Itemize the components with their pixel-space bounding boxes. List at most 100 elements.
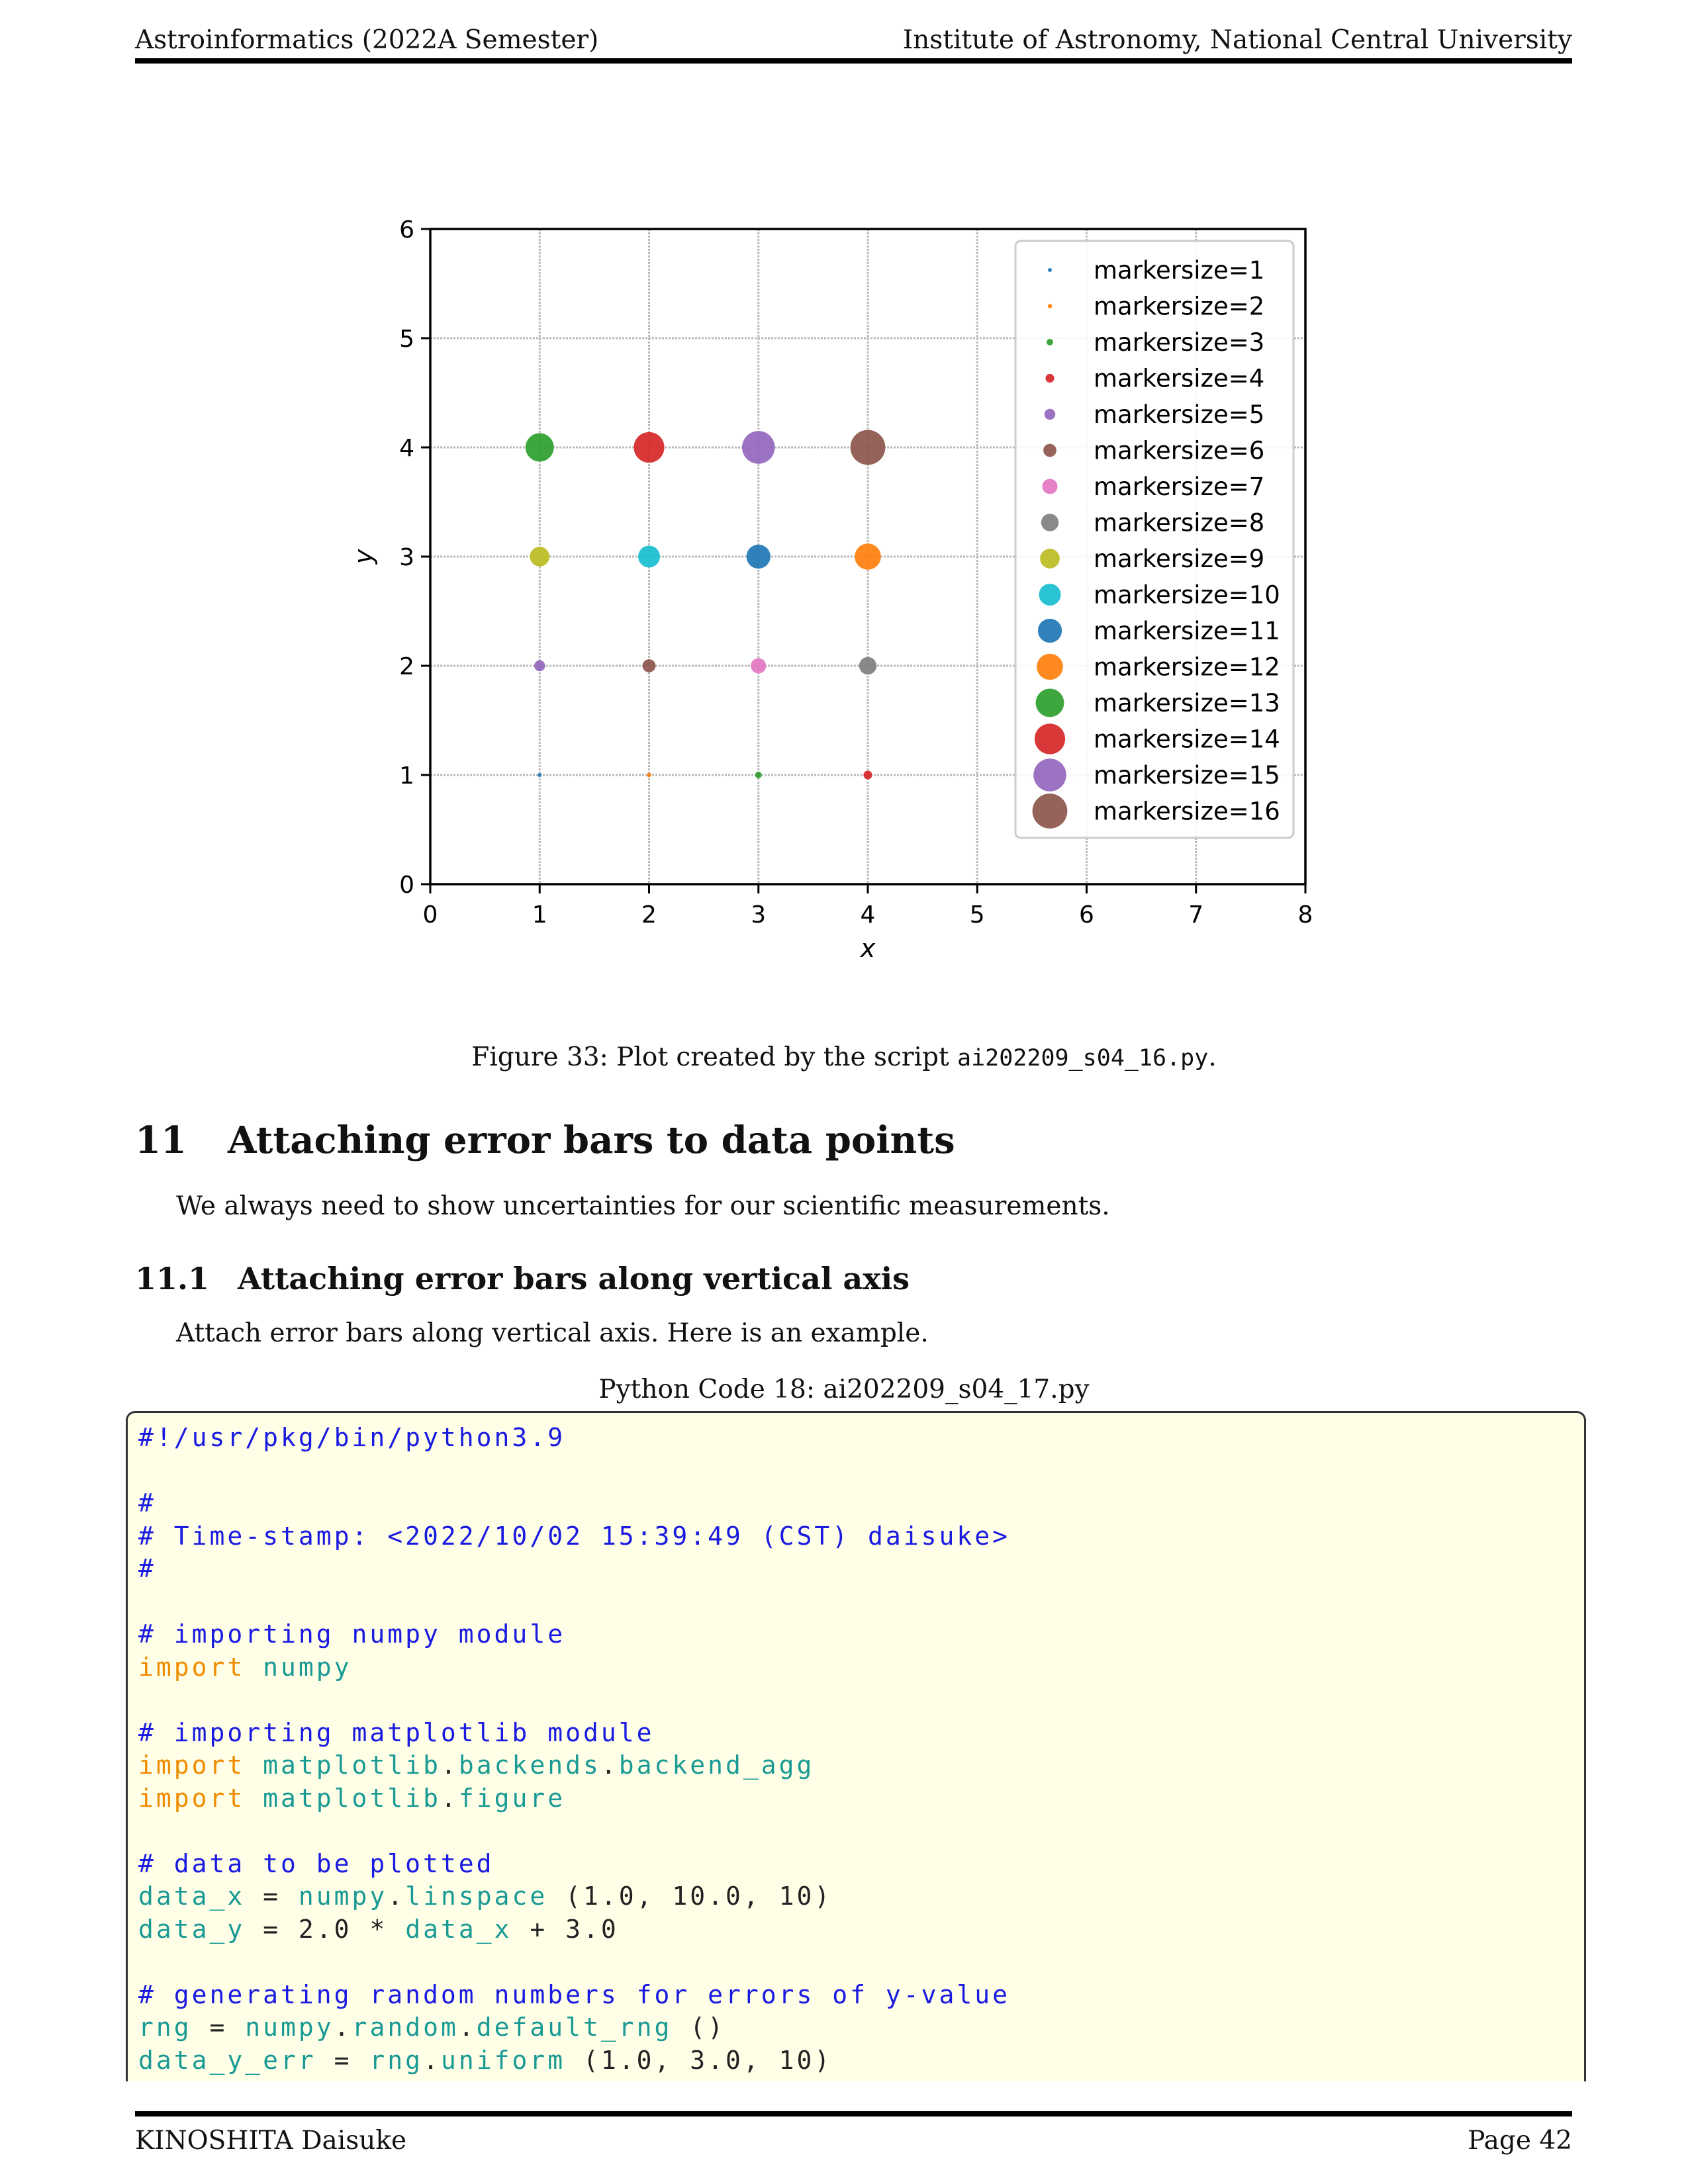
- code-line: import matplotlib.backends.backend_agg: [138, 1749, 814, 1782]
- code-token: data_y: [138, 1914, 246, 1944]
- data-point: [755, 772, 762, 778]
- plot-frame: [429, 228, 1307, 886]
- section-title: Attaching error bars to data points: [228, 1118, 955, 1162]
- data-point: [638, 545, 660, 568]
- section-paragraph: We always need to show uncertainties for…: [176, 1191, 1110, 1221]
- code-token: import: [138, 1783, 246, 1813]
- legend-label: markersize=15: [1094, 761, 1280, 790]
- legend-marker: [1035, 688, 1064, 717]
- legend-label: markersize=8: [1094, 509, 1264, 537]
- data-point: [746, 544, 771, 569]
- code-token: =: [245, 1882, 299, 1911]
- code-token: .: [440, 1783, 459, 1813]
- code-line: # generating random numbers for errors o…: [138, 1978, 1010, 2011]
- data-point: [647, 772, 651, 778]
- legend-label: markersize=6: [1094, 437, 1264, 465]
- subsection-number: 11.1: [135, 1261, 210, 1297]
- caption-suffix: .: [1208, 1042, 1217, 1072]
- data-point: [863, 770, 872, 780]
- x-tick-label: 1: [532, 901, 547, 929]
- code-line: data_y_err = rng.uniform (1.0, 3.0, 10): [138, 2044, 832, 2077]
- code-token: numpy: [263, 1652, 352, 1682]
- header-left: Astroinformatics (2022A Semester): [135, 25, 599, 55]
- legend-label: markersize=14: [1094, 725, 1280, 754]
- code-line: rng = numpy.random.default_rng (): [138, 2011, 726, 2044]
- code-token: (): [672, 2013, 726, 2042]
- legend-label: markersize=16: [1094, 797, 1280, 826]
- x-tick-label: 5: [970, 901, 985, 929]
- code-token: [245, 1784, 263, 1813]
- code-token: [245, 1751, 263, 1780]
- legend-label: markersize=5: [1094, 400, 1264, 429]
- x-tick-label: 0: [423, 901, 438, 929]
- data-point: [859, 657, 877, 675]
- code-token: .: [334, 2013, 352, 2042]
- section-heading: 11 Attaching error bars to data points: [135, 1118, 955, 1162]
- legend-label: markersize=9: [1094, 545, 1264, 573]
- code-token: .: [387, 1882, 406, 1911]
- legend-marker: [1041, 514, 1059, 531]
- legend-label: markersize=4: [1094, 365, 1264, 393]
- data-point: [534, 660, 545, 672]
- data-point: [855, 543, 881, 570]
- x-tick-label: 8: [1298, 901, 1313, 929]
- data-point: [751, 658, 767, 674]
- code-token: linspace: [405, 1882, 548, 1911]
- code-token: numpy: [245, 2013, 334, 2042]
- code-token: data_x: [138, 1882, 246, 1911]
- code-line: # Time-stamp: <2022/10/02 15:39:49 (CST)…: [138, 1520, 1010, 1553]
- code-line: data_y = 2.0 * data_x + 3.0: [138, 1913, 619, 1946]
- code-token: data_x: [405, 1914, 512, 1944]
- code-line: #: [138, 1552, 156, 1585]
- code-line: # importing matplotlib module: [138, 1716, 654, 1749]
- code-token: figure: [458, 1783, 566, 1813]
- y-tick-label: 0: [399, 872, 414, 899]
- code-token: matplotlib: [263, 1783, 441, 1813]
- legend-label: markersize=2: [1094, 293, 1264, 321]
- code-line: import matplotlib.figure: [138, 1782, 565, 1815]
- code-token: .: [423, 2045, 441, 2075]
- y-tick-label: 3: [399, 544, 414, 571]
- legend-marker: [1039, 584, 1061, 606]
- scatter-figure: 0 1 2 3 4 5 6 7 8 0 1 2 3 4 5 6 x y markersize=1 markersize…: [349, 216, 1313, 963]
- legend-label: markersize=13: [1094, 689, 1280, 717]
- data-point: [530, 547, 550, 567]
- code-token: import: [138, 1751, 246, 1780]
- code-token: uniform: [440, 2045, 566, 2075]
- legend-marker: [1044, 408, 1056, 420]
- code-token: # importing matplotlib module: [138, 1717, 655, 1747]
- code-line: # data to be plotted: [138, 1847, 494, 1880]
- footer-right: Page 42: [1468, 2126, 1572, 2156]
- legend-marker: [1048, 268, 1052, 272]
- legend-label: markersize=11: [1094, 617, 1280, 645]
- subsection-paragraph: Attach error bars along vertical axis. H…: [176, 1318, 929, 1348]
- data-point: [742, 431, 775, 464]
- data-point: [525, 433, 554, 462]
- caption-file: ai202209_s04_16.py: [957, 1045, 1209, 1071]
- legend-label: markersize=12: [1094, 653, 1280, 682]
- code-token: #: [138, 1554, 156, 1583]
- code-line: data_x = numpy.linspace (1.0, 10.0, 10): [138, 1880, 832, 1913]
- code-token: # generating random numbers for errors o…: [138, 1979, 1011, 2009]
- figure-caption: Figure 33: Plot created by the script ai…: [0, 1042, 1688, 1072]
- code-line: #!/usr/pkg/bin/python3.9: [138, 1421, 565, 1454]
- x-tick-label: 4: [861, 901, 876, 929]
- section-number: 11: [135, 1118, 187, 1162]
- legend-label: markersize=10: [1094, 581, 1280, 610]
- code-token: random: [352, 2013, 459, 2042]
- data-point: [633, 432, 665, 463]
- code-token: (1.0, 10.0, 10): [547, 1882, 833, 1911]
- y-axis-label: y: [349, 549, 378, 565]
- code-token: rng: [369, 2045, 424, 2075]
- code-token: rng: [138, 2013, 192, 2042]
- legend-marker: [1043, 443, 1056, 457]
- legend-marker: [1037, 618, 1062, 643]
- code-token: numpy: [298, 1882, 388, 1911]
- legend-marker: [1042, 478, 1058, 494]
- code-token: import: [138, 1652, 246, 1682]
- code-token: .: [458, 2013, 477, 2042]
- data-point: [538, 773, 542, 777]
- code-title: Python Code 18: ai202209_s04_17.py: [598, 1375, 1090, 1404]
- code-token: =: [316, 2045, 370, 2075]
- x-axis-label: x: [860, 934, 876, 963]
